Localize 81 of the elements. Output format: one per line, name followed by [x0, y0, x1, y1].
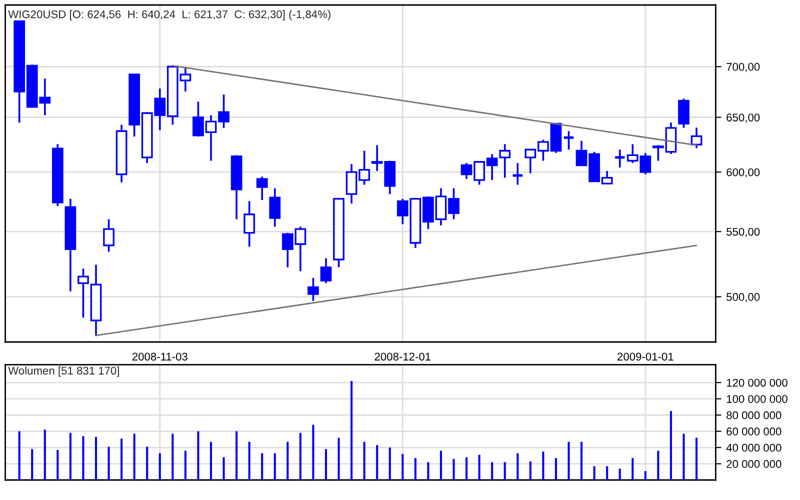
bar: [172, 434, 174, 480]
bar: [312, 424, 314, 480]
bar: [44, 430, 46, 480]
bar: [516, 453, 519, 480]
bar: [94, 436, 98, 480]
candlestick: [562, 130, 575, 151]
bar: [184, 450, 186, 480]
y-tick-label: 550,00: [726, 228, 760, 238]
bar: [56, 450, 59, 480]
bar: [158, 453, 161, 480]
bar: [69, 432, 72, 480]
bar: [466, 457, 468, 480]
candlestick: [512, 162, 524, 186]
bar: [274, 453, 276, 480]
x-tick-label: 2009-01-01: [618, 352, 674, 361]
bar: [120, 438, 123, 480]
y-tick-label: 40 000 000: [726, 444, 782, 452]
bar: [261, 453, 264, 480]
bar: [632, 458, 634, 480]
y-tick-label: 500,00: [726, 293, 760, 302]
y-tick-label: 20 000 000: [726, 460, 782, 468]
bar: [478, 454, 480, 480]
bar: [108, 446, 110, 480]
bar: [133, 434, 136, 480]
bar: [504, 462, 506, 480]
candlestick: [103, 218, 114, 253]
y-tick-label: 80 000 000: [726, 411, 782, 420]
bar: [491, 462, 494, 480]
bar: [580, 442, 583, 480]
bar: [236, 431, 238, 480]
candlestick: [269, 187, 281, 228]
candlestick: [256, 176, 268, 201]
bar: [286, 442, 289, 480]
candlestick: [690, 126, 702, 150]
bar: [618, 468, 621, 480]
bar: [452, 458, 455, 480]
bar: [427, 462, 430, 480]
y-tick-label: 120 000 000: [726, 378, 788, 387]
candlestick: [320, 257, 332, 284]
y-tick-label: 60 000 000: [726, 428, 782, 436]
bar: [606, 466, 608, 480]
bar: [695, 438, 698, 480]
y-tick-label: 650,00: [726, 114, 760, 123]
bar: [388, 448, 391, 480]
x-tick-label: 2008-11-03: [132, 352, 188, 361]
bar: [657, 450, 660, 480]
bar: [248, 442, 250, 480]
bar: [542, 452, 544, 480]
bar: [82, 436, 84, 480]
bar: [299, 432, 302, 480]
candlestick: [614, 148, 626, 168]
bar: [338, 438, 340, 480]
bar: [440, 450, 442, 480]
bar: [682, 434, 685, 480]
y-tick-label: 600,00: [726, 168, 760, 178]
bar: [350, 380, 353, 480]
bar: [18, 431, 20, 480]
bar: [402, 454, 404, 480]
bar: [644, 471, 646, 480]
bar: [568, 442, 570, 480]
chart-title: WIG20USD [O: 624,56 H: 640,24 L: 621,37 C: 632,30] (-1,84%): [8, 10, 330, 20]
bar: [31, 449, 34, 480]
y-tick-label: 100 000 000: [726, 395, 788, 403]
y-tick-label: 700,00: [726, 62, 760, 72]
bar: [414, 458, 416, 480]
candlestick: [678, 98, 690, 129]
bar: [376, 445, 378, 480]
bar: [529, 461, 532, 480]
bar: [554, 458, 557, 480]
x-tick-label: 2008-12-01: [374, 352, 431, 361]
candlestick: [308, 276, 319, 302]
bar: [670, 410, 672, 480]
bar: [363, 442, 366, 480]
candlestick: [244, 200, 256, 248]
bar: [324, 449, 328, 480]
bar: [197, 431, 200, 480]
chart-title: Wolumen [51 831 170]: [8, 366, 119, 377]
bar: [222, 457, 225, 480]
bar: [210, 442, 212, 480]
bar: [146, 446, 148, 480]
bar: [593, 466, 596, 480]
